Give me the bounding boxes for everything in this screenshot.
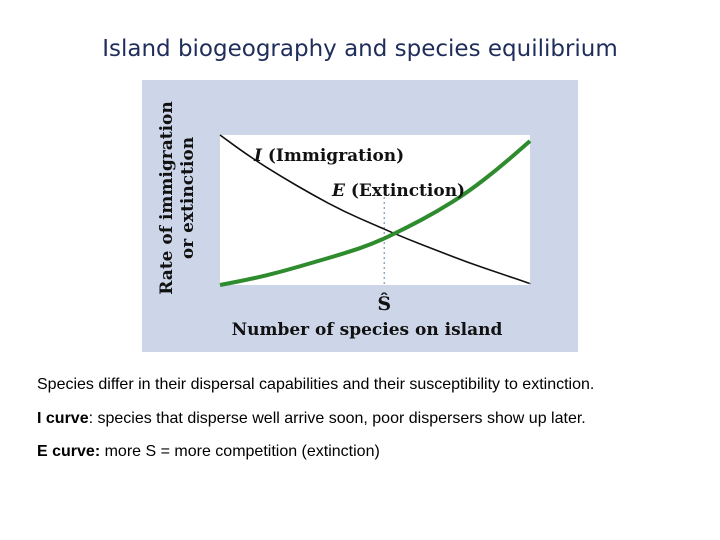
- immigration-curve: [219, 134, 531, 285]
- equilibrium-label: Ŝ: [377, 292, 391, 315]
- caption-i-curve-term: I curve: [37, 410, 89, 427]
- immigration-label-rest: (Immigration): [262, 146, 404, 166]
- extinction-label: E (Extinction): [331, 181, 465, 201]
- slide-title: Island biogeography and species equilibr…: [102, 36, 618, 62]
- caption-line-3: E curve: more S = more competition (exti…: [37, 443, 380, 461]
- caption-line-1: Species differ in their dispersal capabi…: [37, 376, 595, 393]
- caption-e-curve-term: E curve:: [37, 443, 101, 460]
- caption-e-curve-text: more S = more competition (extinction): [100, 443, 380, 460]
- y-axis-label-line2: or extinction: [178, 137, 198, 259]
- caption-i-curve-text: : species that disperse well arrive soon…: [88, 410, 586, 427]
- extinction-curve: [219, 139, 532, 287]
- plot-area: [220, 135, 530, 285]
- chart-figure: Rate of immigration or extinction Number…: [142, 80, 578, 352]
- immigration-label: I (Immigration): [253, 146, 404, 166]
- y-axis-label: Rate of immigration or extinction: [157, 101, 198, 294]
- y-axis-label-line1: Rate of immigration: [157, 101, 177, 294]
- caption-line-2: I curve: species that disperse well arri…: [37, 410, 586, 428]
- immigration-label-italic: I: [253, 146, 263, 166]
- extinction-label-italic: E: [331, 181, 346, 201]
- chart-svg: Rate of immigration or extinction Number…: [157, 101, 532, 340]
- extinction-label-rest: (Extinction): [345, 181, 465, 201]
- x-axis-label: Number of species on island: [232, 320, 503, 340]
